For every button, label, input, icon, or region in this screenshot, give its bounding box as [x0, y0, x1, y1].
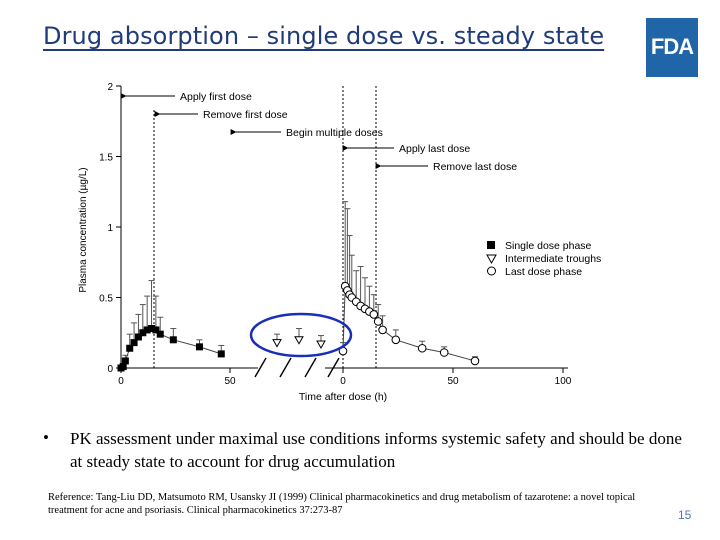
- annotation-apply-last-dose: Apply last dose: [399, 143, 470, 155]
- single-dose-point: [134, 333, 142, 341]
- x-tick-label: 0: [340, 376, 346, 387]
- fda-logo-text: FDA: [650, 34, 694, 59]
- single-dose-point: [143, 326, 151, 334]
- last-dose-point: [470, 356, 480, 366]
- y-axis-label: Plasma concentration (µg/L): [78, 167, 89, 292]
- legend-label-troughs: Intermediate troughs: [505, 253, 601, 265]
- bullet-text: PK assessment under maximal use conditio…: [70, 429, 682, 471]
- y-tick-label: 0.5: [99, 294, 113, 305]
- x-tick-label: 0: [118, 376, 124, 387]
- annotation-apply-first-dose: Apply first dose: [180, 91, 252, 103]
- y-tick-label: 2: [107, 82, 113, 93]
- single-dose-point: [121, 357, 129, 365]
- last-dose-point: [417, 343, 427, 353]
- x-ticks: 0 50 0 50 100: [118, 368, 572, 387]
- last-dose-line: [342, 284, 476, 362]
- legend-marker-single-dose: [487, 241, 495, 249]
- y-tick-label: 1: [107, 223, 113, 234]
- intermediate-trough-point: [316, 340, 326, 350]
- legend-label-last-dose: Last dose phase: [505, 266, 582, 278]
- single-dose-point: [195, 343, 203, 351]
- y-tick-label: 0: [107, 364, 113, 375]
- legend-marker-last-dose: [487, 266, 496, 276]
- single-dose-point: [148, 325, 156, 333]
- x-tick-label: 50: [447, 376, 459, 387]
- annotation-remove-last-dose: Remove last dose: [433, 161, 517, 173]
- annotations: Apply first dose Remove first dose Begin…: [120, 91, 517, 173]
- series-marks: [117, 281, 480, 372]
- slide-title: Drug absorption – single dose vs. steady…: [43, 22, 605, 50]
- page-number: 15: [678, 508, 692, 522]
- dose-event-lines: [120, 86, 377, 368]
- single-dose-point: [152, 326, 160, 334]
- last-dose-point: [391, 335, 401, 345]
- single-dose-point: [217, 350, 225, 358]
- fda-logo: FDA: [646, 18, 698, 77]
- single-dose-point: [169, 336, 177, 344]
- pk-chart: 0 0.5 1 1.5 2 0 50 0 50 100 Plasma concentration…: [78, 82, 601, 403]
- single-dose-point: [156, 330, 164, 338]
- single-dose-point: [119, 363, 127, 371]
- annotation-begin-multiple-doses: Begin multiple doses: [286, 127, 383, 139]
- y-tick-label: 1.5: [99, 153, 113, 164]
- single-dose-point: [126, 344, 134, 352]
- axis-break-marks: [254, 357, 340, 378]
- reference-text: Reference: Tang-Liu DD, Matsumoto RM, Us…: [48, 492, 636, 516]
- last-dose-point: [378, 325, 387, 335]
- y-ticks: 0 0.5 1 1.5 2: [99, 82, 121, 375]
- legend-label-single-dose: Single dose phase: [505, 240, 592, 252]
- intermediate-trough-point: [294, 336, 304, 345]
- single-dose-point: [130, 339, 138, 347]
- last-dose-point: [439, 348, 449, 357]
- chart-legend: Single dose phase Intermediate troughs L…: [486, 240, 601, 278]
- x-tick-label: 100: [555, 376, 572, 387]
- legend-marker-troughs: [486, 254, 497, 265]
- last-dose-point: [373, 317, 383, 326]
- last-dose-point: [369, 310, 379, 319]
- bullet-marker: •: [43, 428, 49, 447]
- x-tick-label: 50: [224, 376, 236, 387]
- intermediate-trough-point: [272, 339, 282, 348]
- single-dose-point: [139, 329, 147, 337]
- annotation-remove-first-dose: Remove first dose: [203, 109, 288, 121]
- x-axis-label: Time after dose (h): [299, 391, 387, 403]
- intermediate-troughs-highlight: [249, 312, 353, 358]
